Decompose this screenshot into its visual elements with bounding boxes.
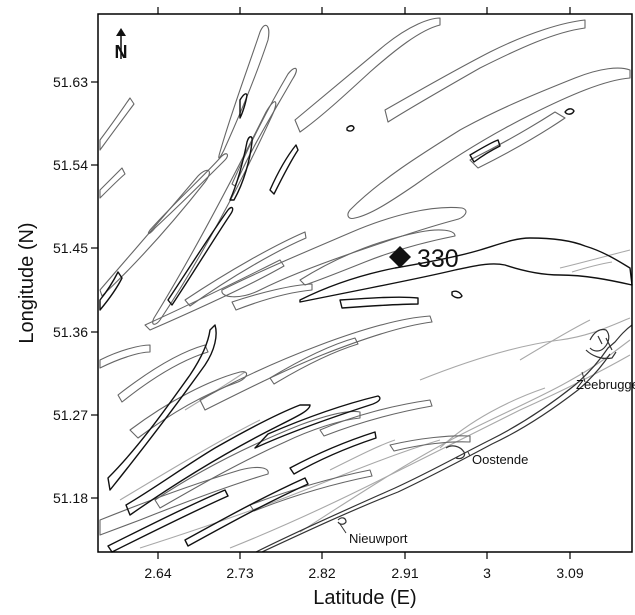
- leader-oostende: [467, 451, 471, 457]
- y-tick-label-6: 51.18: [53, 490, 88, 506]
- contour-dark-ridge-2: [269, 144, 299, 195]
- contour-bank-17: [269, 337, 359, 385]
- station-330: 330: [389, 245, 459, 273]
- contour-dark-west: [99, 271, 123, 311]
- contour-nearshore-light-11: [439, 387, 546, 449]
- north-arrow-label: N: [115, 42, 128, 62]
- contour-dark-lower-2: [107, 489, 229, 553]
- contour-dark-northbank: [346, 125, 355, 132]
- contour-dark-ridge-3: [167, 206, 234, 306]
- x-tick-label-2: 2.73: [226, 565, 253, 581]
- harbour-nieuwport: [337, 517, 347, 525]
- contour-bank-19: [154, 410, 361, 509]
- contour-east-light-6: [559, 249, 631, 269]
- contour-bank-2: [147, 153, 229, 235]
- contour-bank-3: [99, 169, 210, 297]
- contour-dark-coast-2: [125, 404, 311, 516]
- map-area: 330 Zeebrugge Oostende Nieuwport N: [97, 13, 635, 553]
- contour-west-2: [99, 167, 126, 199]
- y-tick-label-5: 51.27: [53, 407, 88, 423]
- contour-bank-22: [249, 469, 373, 512]
- map-frame: [97, 13, 633, 553]
- contour-coastal-light-1: [299, 339, 631, 533]
- y-tick-label-3: 51.45: [53, 240, 88, 256]
- contour-west-1: [99, 97, 135, 151]
- contour-dark-ridge-5: [469, 139, 501, 163]
- place-label-nieuwport: Nieuwport: [349, 531, 408, 546]
- contour-bank-16: [199, 315, 433, 411]
- contour-dark-small-1: [451, 290, 463, 299]
- harbour-zeebrugge: [589, 328, 613, 352]
- x-tick-label-1: 2.64: [144, 565, 171, 581]
- x-tick-label-5: 3: [483, 565, 491, 581]
- contour-bank-7: [384, 19, 586, 123]
- contour-east-deep: [299, 237, 633, 303]
- contour-bank-14: [117, 344, 209, 403]
- contour-bank-10: [221, 206, 467, 298]
- coastline: [255, 324, 633, 553]
- place-label-oostende: Oostende: [472, 452, 528, 467]
- leader-zeebrugge: [581, 371, 586, 383]
- contour-bank-20: [99, 466, 269, 536]
- contour-east-light-7: [571, 261, 613, 273]
- x-axis-title: Latitude (E): [313, 587, 416, 609]
- contour-bank-light-9: [329, 439, 396, 471]
- y-tick-label-4: 51.36: [53, 324, 88, 340]
- north-arrow-head: [116, 28, 126, 36]
- contour-west-3: [99, 344, 151, 369]
- contour-dark-small-2: [564, 108, 575, 115]
- contour-dark-coast-1: [107, 324, 217, 491]
- north-arrow-icon: N: [115, 28, 128, 62]
- place-label-zeebrugge: Zeebrugge: [576, 377, 635, 392]
- contour-bank-1: [218, 24, 270, 159]
- contour-bank-13: [231, 283, 313, 311]
- x-tick-label-6: 3.09: [556, 565, 583, 581]
- contour-shore-light-5: [519, 319, 591, 361]
- harbour-zeebrugge-mole: [585, 349, 617, 360]
- contour-dark-coast-5: [289, 431, 377, 475]
- contour-dark-ridge-4: [239, 93, 248, 119]
- contour-bank-4: [152, 101, 277, 325]
- contour-dark-coast-4: [339, 296, 419, 309]
- contour-dark-ridge-1: [229, 136, 253, 201]
- y-tick-label-2: 51.54: [53, 157, 88, 173]
- station-diamond-marker: [389, 246, 411, 268]
- contour-bank-6: [294, 17, 441, 133]
- coastline-inner: [261, 353, 611, 553]
- leader-nieuwport: [339, 523, 347, 534]
- station-label: 330: [417, 245, 459, 273]
- contour-bank-5: [231, 67, 297, 187]
- contour-dark-coast-3: [254, 395, 381, 449]
- contour-dark-lower-1: [184, 477, 309, 547]
- contour-bank-21: [389, 435, 471, 452]
- x-tick-label-3: 2.82: [308, 565, 335, 581]
- contour-mid-long: [184, 231, 307, 307]
- contour-bank-9: [469, 111, 566, 169]
- contour-bank-8: [347, 67, 631, 219]
- x-tick-label-4: 2.91: [391, 565, 418, 581]
- contour-bank-11: [299, 229, 456, 286]
- harbour-oostende: [445, 445, 466, 460]
- contour-bank-18: [319, 399, 433, 437]
- contour-shore-light-4: [139, 439, 441, 549]
- contour-bank-light-8: [119, 419, 261, 501]
- y-axis-title: Longitude (N): [16, 222, 38, 343]
- y-tick-label-1: 51.63: [53, 74, 88, 90]
